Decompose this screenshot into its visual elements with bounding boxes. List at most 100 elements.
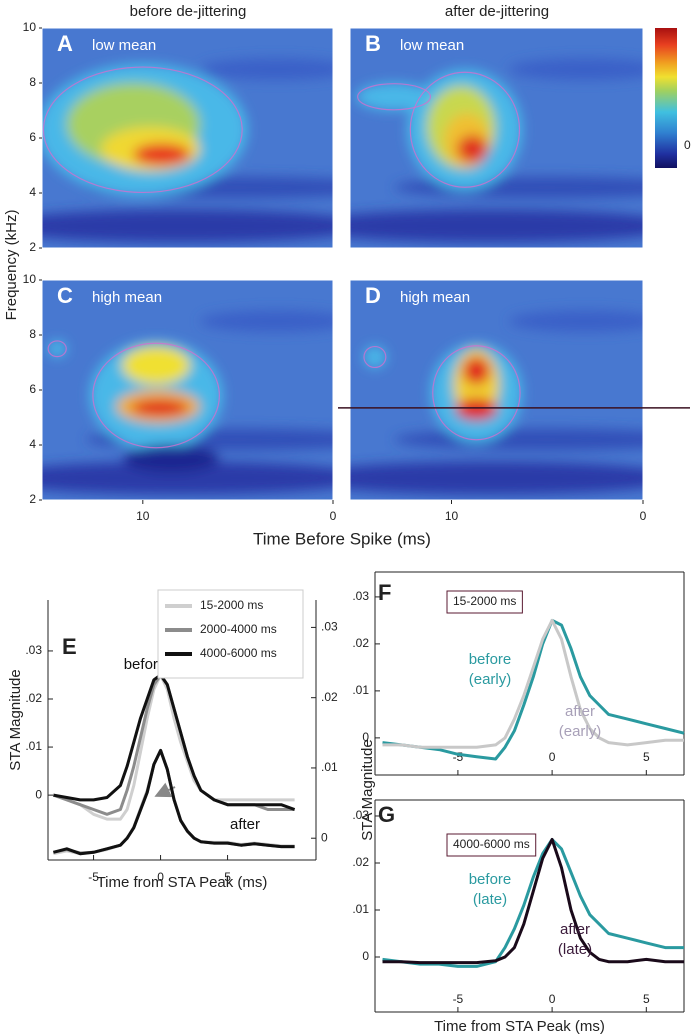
panel-letter: C (57, 283, 73, 308)
x-tick-label: -5 (453, 992, 464, 1006)
series-line (382, 618, 684, 749)
series-line (53, 673, 296, 811)
x-tick-label: -5 (88, 870, 99, 884)
annotation: before (124, 656, 167, 673)
annotation: (early) (469, 671, 512, 688)
condition-label: 4000-6000 ms (453, 837, 530, 851)
series-line (382, 838, 684, 968)
x-tick-label: 0 (330, 509, 337, 523)
panel-letter: F (378, 580, 391, 605)
heatmap-blob (350, 209, 643, 243)
y-tick-label: 8 (29, 75, 36, 89)
x-tick-label: 0 (549, 992, 556, 1006)
heatmap-blob (350, 461, 643, 495)
annotation: after (565, 703, 595, 720)
condition-box (446, 590, 523, 614)
y-tick-label: 4 (29, 185, 36, 199)
y-axis-label: STA Magnitude (7, 669, 24, 770)
column-title: after de-jittering (445, 3, 549, 20)
y-tick-label: 10 (23, 272, 37, 286)
y-tick-label: .02 (352, 636, 369, 650)
heatmap-blob (363, 346, 387, 368)
y-tick-label: 2 (29, 492, 36, 506)
panel-letter: A (57, 31, 73, 56)
annotation: after (560, 921, 590, 938)
x-tick-label: 0 (549, 750, 556, 764)
contour (42, 66, 243, 194)
heatmap-blob (133, 143, 191, 166)
y-tick-label: 10 (23, 20, 37, 34)
annotation: before (469, 651, 512, 668)
series-line (382, 838, 684, 965)
panel-frame (349, 279, 644, 501)
heatmap-blob (47, 340, 67, 357)
contour (357, 83, 432, 111)
contour (363, 345, 387, 369)
y-tick-label: .03 (352, 808, 369, 822)
x-axis-label: Time from STA Peak (ms) (97, 874, 268, 891)
colorbar (655, 28, 677, 168)
panel-label: low mean (400, 37, 464, 54)
y2-tick-label: .01 (321, 760, 338, 774)
heatmap-blobs (42, 58, 333, 243)
heatmap-blob (42, 209, 333, 243)
y-tick-label: 6 (29, 382, 36, 396)
heatmap-blob (508, 310, 643, 333)
y-tick-label: .03 (25, 643, 42, 657)
y-tick-label: .02 (352, 855, 369, 869)
y-tick-label: .01 (25, 739, 42, 753)
heatmap-blob (199, 310, 333, 333)
legend-label: 4000-6000 ms (200, 646, 277, 660)
annotation: (early) (559, 723, 602, 740)
heatmap-blob (42, 461, 333, 495)
x-tick-label: 10 (136, 509, 150, 523)
x-tick-label: 0 (640, 509, 647, 523)
y-axis-label: Frequency (kHz) (3, 210, 20, 321)
x-tick-label: -5 (453, 750, 464, 764)
y-tick-label: 0 (362, 730, 369, 744)
y-axis-label: STA Magnitude (359, 739, 376, 840)
annotation: (late) (473, 891, 507, 908)
heatmap (350, 310, 643, 495)
x-tick-label: 0 (157, 870, 164, 884)
y-tick-label: .01 (352, 902, 369, 916)
heatmap-blobs (350, 58, 643, 243)
contour (432, 345, 521, 441)
y2-tick-label: .03 (321, 620, 338, 634)
panel-letter: B (365, 31, 381, 56)
condition-label: 15-2000 ms (453, 594, 516, 608)
panel-label: high mean (92, 289, 162, 306)
legend-label: 2000-4000 ms (200, 622, 277, 636)
column-title: before de-jittering (130, 3, 247, 20)
y-tick-label: 0 (35, 787, 42, 801)
x-axis-label: Time from STA Peak (ms) (434, 1018, 605, 1035)
annotation: (late) (558, 941, 592, 958)
panel-label: high mean (400, 289, 470, 306)
panel-label: low mean (92, 37, 156, 54)
heatmap (42, 310, 333, 495)
condition-box (446, 833, 537, 857)
x-tick-label: 5 (224, 870, 231, 884)
heatmap-blobs (42, 310, 333, 495)
y2-tick-label: .02 (321, 690, 338, 704)
x-tick-label: 5 (643, 750, 650, 764)
legend-label: 15-2000 ms (200, 598, 263, 612)
heatmap-blob (355, 83, 433, 111)
y-tick-label: 4 (29, 437, 36, 451)
heatmap-blob (462, 357, 490, 385)
panel-letter: E (62, 634, 77, 659)
y-tick-label: .01 (352, 683, 369, 697)
heatmap (42, 58, 333, 243)
x-tick-label: 5 (643, 992, 650, 1006)
y2-tick-label: 0 (321, 830, 328, 844)
x-axis-label: Time Before Spike (ms) (253, 529, 431, 548)
y-tick-label: .02 (25, 691, 42, 705)
heatmap-blob (455, 398, 498, 421)
heatmap-blob (199, 58, 333, 81)
heatmap-blob (131, 399, 189, 417)
y-tick-label: 6 (29, 130, 36, 144)
heatmap-blob (457, 135, 488, 163)
contour (92, 342, 220, 449)
panel-letter: G (378, 802, 395, 827)
